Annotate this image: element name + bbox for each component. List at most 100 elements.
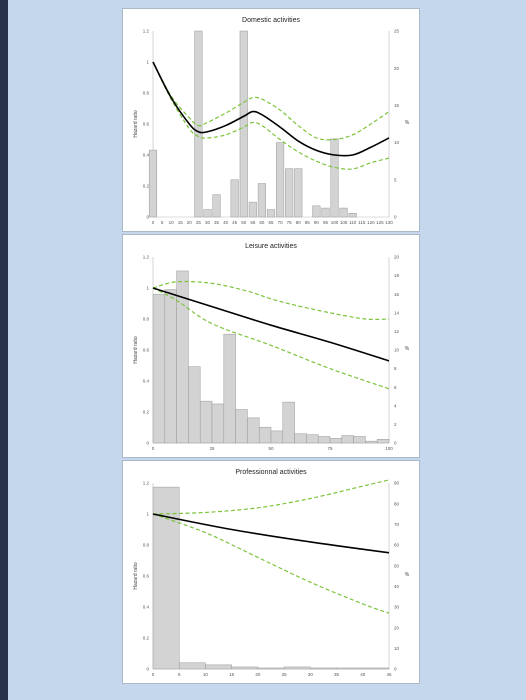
domestic-x-tick-label: 60 [259,220,265,225]
chart-svg-professional: Professionnal activities 0 0.2 0.4 0.6 0.8 1 1.… [133,469,410,677]
leisure-y2-tick-label: 10 [394,348,400,353]
domestic-x-tick-label: 50 [241,220,247,225]
domestic-x-tick-label: 0 [152,220,155,225]
professional-y-tick-label: 0 [146,667,149,672]
chart-panel-domestic: Domestic activities 0 0.2 0.4 0.6 0.8 1 1.2 0 5 10… [122,8,420,232]
domestic-x-tick-label: 85 [305,220,311,225]
leisure-bar [329,438,343,444]
domestic-bar [257,183,266,218]
leisure-bar [282,401,295,444]
domestic-bar [248,201,257,218]
leisure-y-tick-label: 1.2 [143,255,150,260]
leisure-y2-tick-label: 8 [394,366,397,371]
domestic-hazard-ratio-line [152,61,390,157]
leisure-y2-tick-label: 14 [394,310,400,315]
chart-svg-domestic: Domestic activities 0 0.2 0.4 0.6 0.8 1 1.2 0 5 10… [133,17,410,225]
professional-bar [310,667,337,670]
domestic-y-tick-label: 0.4 [143,153,150,158]
leisure-x-tick-label: 0 [152,446,155,451]
leisure-bar [152,293,166,444]
professional-bar [257,667,285,670]
chart-panel-leisure: Leisure activities 0 0.2 0.4 0.6 0.8 1 1.2 0 2 4 6 8… [122,234,420,458]
leisure-bar [294,433,307,444]
domestic-y2-axis-label: % [405,120,410,126]
leisure-y2-tick-label: 20 [394,255,400,260]
chart-panel-professional: Professionnal activities 0 0.2 0.4 0.6 0.8 1 1.… [122,460,420,684]
leisure-bar [365,440,378,444]
professional-x-tick-label: 45 [386,672,392,677]
professional-y2-tick-label: 50 [394,563,400,568]
domestic-ci-upper-line [152,61,390,141]
domestic-x-tick-label: 110 [349,220,357,225]
leisure-bar [211,403,225,444]
domestic-x-tick-label: 80 [296,220,302,225]
domestic-bar [212,194,221,218]
professional-bar [231,666,259,670]
domestic-ci-lower-line [152,61,390,170]
domestic-bar [230,179,239,218]
domestic-x-tick-label: 70 [278,220,284,225]
domestic-y-tick-label: 1.2 [143,29,150,34]
professional-chart-title: Professionnal activities [235,469,307,476]
professional-bar [362,667,390,670]
domestic-x-tick-label: 105 [340,220,348,225]
leisure-x-tick-label: 75 [327,446,333,451]
domestic-y-tick-label: 1 [146,60,149,65]
professional-ci-upper-line [152,479,390,515]
domestic-x-tick-label: 55 [250,220,256,225]
domestic-bar [330,138,339,218]
professional-y2-tick-label: 20 [394,625,400,630]
domestic-x-tick-label: 75 [287,220,293,225]
leisure-ci-lower-line [152,287,390,390]
domestic-y-tick-label: 0.6 [143,122,150,127]
domestic-x-tick-label: 115 [358,220,366,225]
domestic-bar [285,168,294,218]
leisure-y2-tick-label: 2 [394,422,397,427]
professional-bar [178,662,206,670]
domestic-bar [294,168,303,218]
domestic-bar [276,142,285,218]
professional-y-axis-label: Hazard ratio [133,562,139,589]
professional-bar [205,664,232,670]
domestic-y2-tick-label: 20 [394,66,400,71]
professional-y-tick-label: 0.6 [143,574,150,579]
leisure-bar [258,426,272,444]
domestic-x-tick-label: 15 [178,220,184,225]
leisure-y-tick-label: 1 [146,286,149,291]
leisure-y2-tick-label: 0 [394,441,397,446]
professional-y2-tick-label: 10 [394,646,400,651]
leisure-bar [317,436,331,444]
professional-y2-tick-label: 60 [394,543,400,548]
professional-y2-tick-label: 90 [394,481,400,486]
domestic-x-tick-label: 90 [314,220,320,225]
leisure-y-axis-label: Hazard ratio [133,336,139,363]
leisure-x-tick-label: 100 [385,446,393,451]
leisure-hazard-ratio-line [152,287,390,362]
professional-x-tick-label: 15 [229,672,235,677]
domestic-y-axis-label: Hazard ratio [133,110,139,137]
professional-x-tick-label: 20 [255,672,261,677]
domestic-x-tick-label: 125 [376,220,384,225]
leisure-y2-axis-label: % [405,346,410,352]
professional-y2-tick-label: 40 [394,584,400,589]
leisure-y-tick-label: 0.6 [143,348,150,353]
professional-ci-lower-line [152,513,390,614]
domestic-x-tick-label: 45 [232,220,238,225]
professional-x-tick-label: 10 [203,672,209,677]
leisure-bar [247,417,260,444]
domestic-x-tick-label: 100 [331,220,339,225]
chart-svg-leisure: Leisure activities 0 0.2 0.4 0.6 0.8 1 1.2 0 2 4 6 8… [133,243,410,451]
domestic-bar [321,207,330,218]
domestic-x-tick-label: 10 [169,220,175,225]
leisure-y-tick-label: 0.4 [143,379,150,384]
professional-bar [283,666,311,670]
domestic-y2-tick-label: 15 [394,103,400,108]
professional-y2-axis-label: % [405,572,410,578]
domestic-bar [239,30,248,218]
domestic-bar [348,213,357,218]
leisure-bar [235,409,248,444]
professional-x-tick-label: 30 [308,672,314,677]
professional-y2-tick-label: 80 [394,501,400,506]
domestic-bar [266,209,276,218]
leisure-y-tick-label: 0.8 [143,317,150,322]
